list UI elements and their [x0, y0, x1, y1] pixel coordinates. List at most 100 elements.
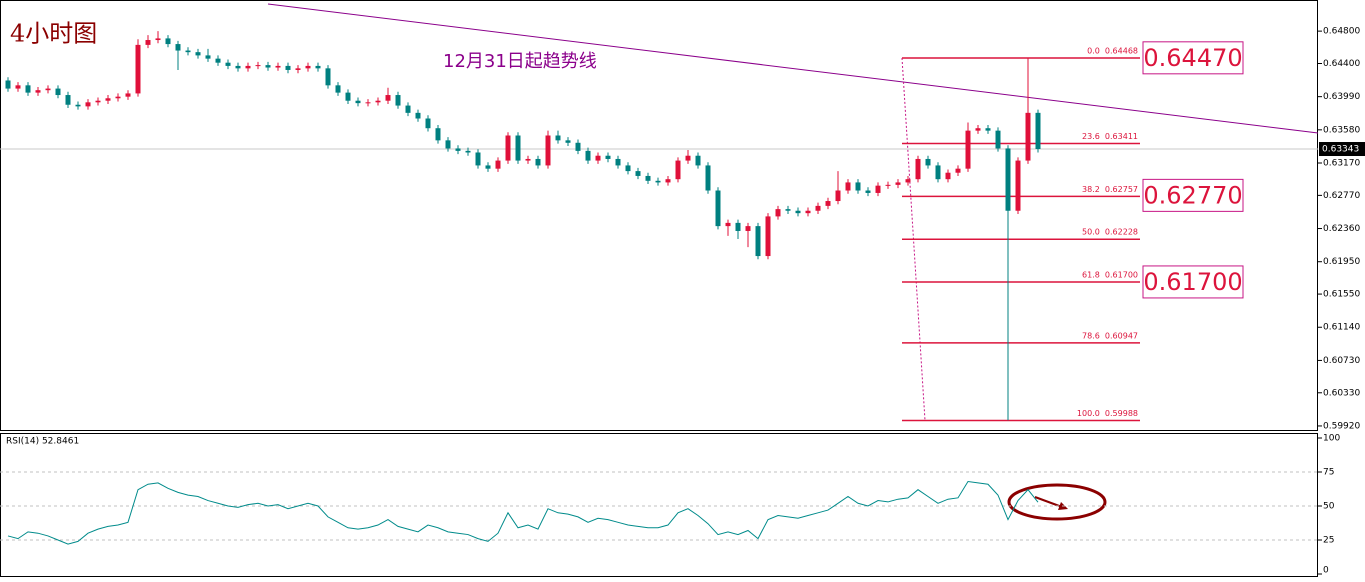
candle-body [945, 172, 951, 180]
candle-body [1025, 112, 1031, 161]
candle-body [595, 155, 601, 161]
candle-body [1035, 112, 1041, 150]
candle-body [155, 38, 161, 41]
candle-body [605, 155, 611, 159]
candle-body [565, 140, 571, 143]
candle-body [145, 40, 151, 45]
candle-body [705, 165, 711, 191]
callout-box [1142, 178, 1244, 212]
candle-body [405, 105, 411, 113]
candle-body [855, 182, 861, 191]
y-tick-label: 0.61140 [1323, 323, 1360, 333]
candle-body [665, 179, 671, 183]
fib-level-label: 38.2 0.62757 [1082, 185, 1138, 194]
candle-body [275, 65, 281, 68]
candle-body [15, 85, 21, 89]
candle-body [585, 150, 591, 161]
y-tick-label: 0.64400 [1323, 59, 1360, 69]
candle-body [205, 55, 211, 59]
candle-body [555, 135, 561, 141]
candle-body [115, 96, 121, 99]
candle-body [675, 160, 681, 180]
candle-body [825, 201, 831, 206]
candle-body [445, 140, 451, 149]
candle-body [575, 142, 581, 151]
candle-body [525, 158, 531, 161]
candle-body [425, 118, 431, 129]
candle-body [1015, 160, 1021, 211]
candle-body [995, 130, 1001, 149]
candle-body [305, 65, 311, 69]
candle-body [495, 160, 501, 169]
candle-body [925, 158, 931, 166]
candle-body [815, 205, 821, 211]
candle-body [725, 222, 731, 227]
candle-body [35, 90, 41, 93]
callout-label: 0.64470 [1143, 44, 1242, 72]
candle-body [315, 65, 321, 69]
candle-body [25, 85, 31, 93]
candle-body [975, 128, 981, 131]
candle-body [795, 210, 801, 214]
y-tick-label: 0.63170 [1323, 159, 1360, 169]
rsi-line [7, 480, 1039, 545]
y-tick-label: 0.61950 [1323, 257, 1360, 267]
candle-body [895, 182, 901, 185]
candle-body [755, 226, 761, 257]
y-tick-label: 0.64800 [1323, 27, 1360, 37]
candle-body [45, 88, 51, 91]
candle-body [735, 222, 741, 231]
candle-body [485, 165, 491, 169]
fib-level-label: 23.6 0.63411 [1082, 132, 1138, 141]
y-tick-label: 50 [1323, 502, 1335, 512]
candle-body [535, 158, 541, 166]
candle-body [505, 135, 511, 161]
candle-body [185, 50, 191, 53]
candle-body [365, 102, 371, 104]
candle-body [225, 62, 231, 66]
candle-body [235, 65, 241, 69]
candle-body [175, 44, 181, 51]
y-tick-label: 0.63990 [1323, 92, 1360, 102]
candle-body [765, 216, 771, 257]
candle-body [65, 95, 71, 105]
y-tick-label: 0.63580 [1323, 125, 1360, 135]
candle-body [845, 182, 851, 191]
y-tick-label: 25 [1323, 536, 1334, 546]
callout-box [1142, 41, 1244, 75]
trendline [267, 3, 1319, 134]
candle-body [715, 190, 721, 227]
candle-body [75, 104, 81, 107]
candle-body [285, 65, 291, 70]
candle-body [245, 65, 251, 69]
candle-body [125, 93, 131, 97]
candle-body [255, 65, 261, 67]
y-tick-label: 0.60330 [1323, 388, 1360, 398]
candle-body [905, 179, 911, 183]
y-tick-label: 0.62360 [1323, 224, 1360, 234]
candle-body [775, 209, 781, 217]
candle-body [875, 185, 881, 193]
candle-body [835, 190, 841, 202]
chart-title: 4小时图 [10, 20, 97, 48]
rsi-title: RSI(14) 52.8461 [6, 437, 79, 447]
y-tick-label: 0 [1323, 566, 1329, 576]
candle-body [655, 180, 661, 183]
callout-label: 0.61700 [1143, 268, 1242, 296]
y-tick-label: 0.61550 [1323, 290, 1360, 300]
candle-body [915, 158, 921, 180]
candle-body [455, 148, 461, 151]
candle-body [195, 52, 201, 56]
candle-body [545, 135, 551, 166]
candle-body [335, 85, 341, 93]
candle-body [85, 102, 91, 107]
candle-body [695, 155, 701, 166]
fib-level-label: 0.0 0.64468 [1087, 46, 1138, 55]
candle-body [955, 168, 961, 173]
current-price-label: 0.63343 [1322, 145, 1359, 155]
candle-body [745, 226, 751, 231]
y-tick-label: 0.62770 [1323, 191, 1360, 201]
candle-body [165, 38, 171, 45]
candle-body [415, 112, 421, 119]
candle-body [985, 128, 991, 131]
